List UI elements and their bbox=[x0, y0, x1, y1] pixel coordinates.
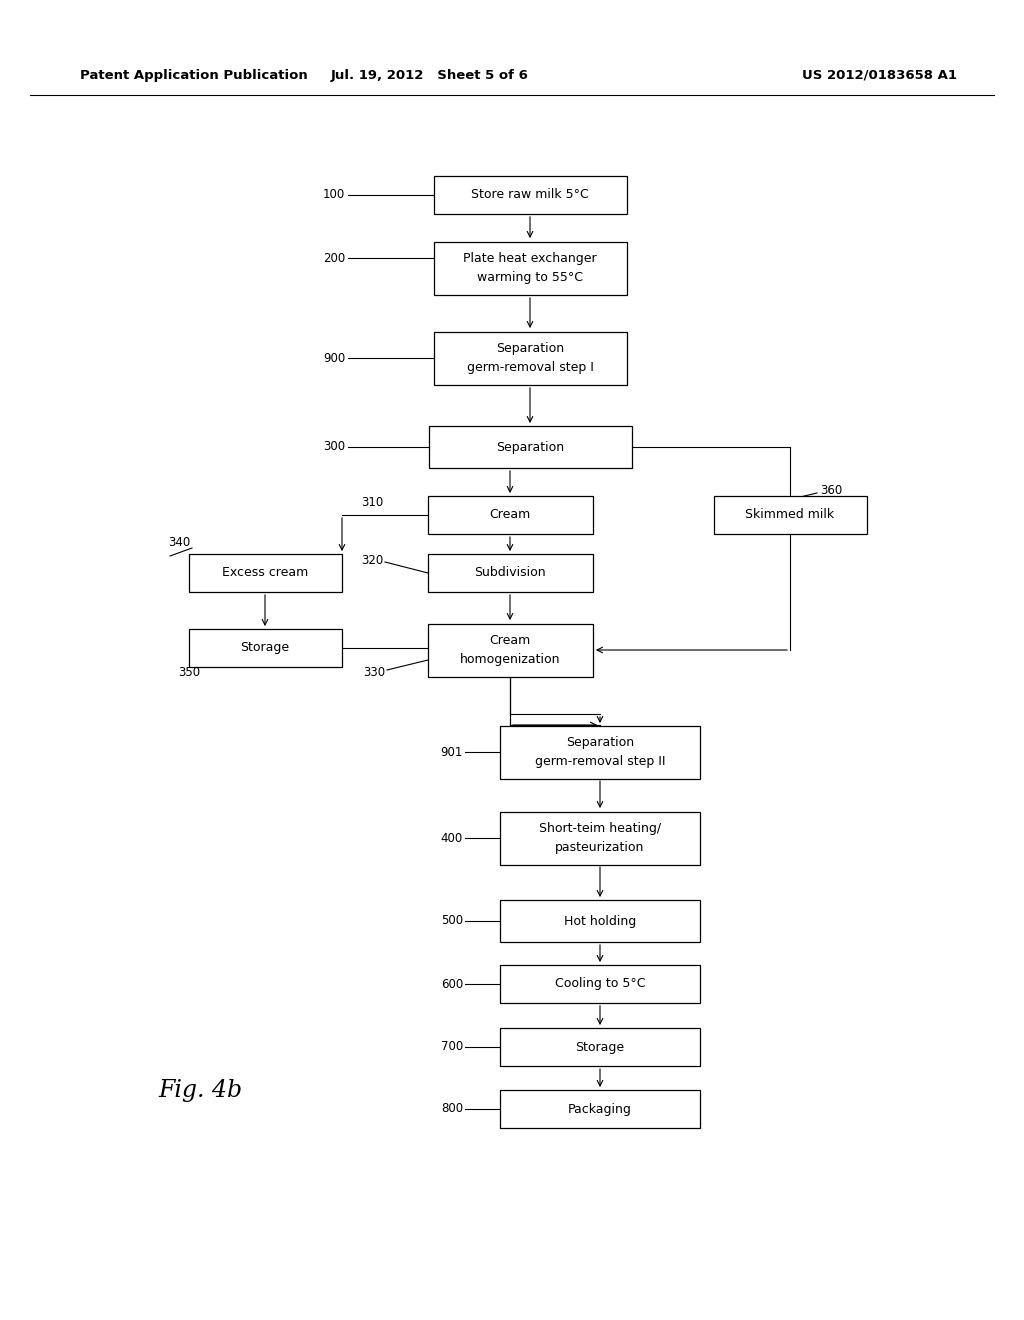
Bar bbox=[500, 1028, 700, 1067]
Text: Storage: Storage bbox=[575, 1040, 625, 1053]
Text: 901: 901 bbox=[440, 746, 463, 759]
Text: 350: 350 bbox=[178, 665, 200, 678]
Text: Subdivision: Subdivision bbox=[474, 566, 546, 579]
Text: 500: 500 bbox=[441, 915, 463, 928]
Text: Short-teim heating/: Short-teim heating/ bbox=[539, 822, 662, 836]
Bar bbox=[500, 726, 700, 779]
Text: Skimmed milk: Skimmed milk bbox=[745, 508, 835, 521]
Text: homogenization: homogenization bbox=[460, 653, 560, 667]
Text: Cream: Cream bbox=[489, 634, 530, 647]
Text: Packaging: Packaging bbox=[568, 1102, 632, 1115]
Text: 330: 330 bbox=[362, 665, 385, 678]
Text: germ-removal step I: germ-removal step I bbox=[467, 362, 594, 374]
Bar bbox=[500, 1090, 700, 1129]
Text: Separation: Separation bbox=[496, 441, 564, 454]
Text: Cooling to 5°C: Cooling to 5°C bbox=[555, 978, 645, 990]
Bar bbox=[500, 965, 700, 1003]
Bar bbox=[428, 426, 632, 469]
Text: 900: 900 bbox=[323, 351, 345, 364]
Text: Separation: Separation bbox=[496, 342, 564, 355]
Text: 700: 700 bbox=[440, 1040, 463, 1053]
Bar bbox=[714, 496, 866, 535]
Text: 320: 320 bbox=[360, 553, 383, 566]
Text: Hot holding: Hot holding bbox=[564, 915, 636, 928]
Text: 200: 200 bbox=[323, 252, 345, 264]
Bar bbox=[433, 331, 627, 384]
Text: Cream: Cream bbox=[489, 508, 530, 521]
Text: Patent Application Publication: Patent Application Publication bbox=[80, 69, 308, 82]
Text: 400: 400 bbox=[440, 832, 463, 845]
Bar bbox=[427, 623, 593, 676]
Text: Plate heat exchanger: Plate heat exchanger bbox=[463, 252, 597, 265]
Text: pasteurization: pasteurization bbox=[555, 841, 645, 854]
Bar bbox=[500, 812, 700, 865]
Bar bbox=[433, 176, 627, 214]
Text: 800: 800 bbox=[441, 1102, 463, 1115]
Bar bbox=[500, 900, 700, 942]
Text: germ-removal step II: germ-removal step II bbox=[535, 755, 666, 768]
Bar bbox=[433, 242, 627, 294]
Bar bbox=[427, 554, 593, 591]
Text: Store raw milk 5°C: Store raw milk 5°C bbox=[471, 189, 589, 202]
Text: Excess cream: Excess cream bbox=[222, 566, 308, 579]
Text: 360: 360 bbox=[820, 483, 843, 496]
Text: Separation: Separation bbox=[566, 737, 634, 748]
Bar bbox=[188, 630, 341, 667]
Text: Fig. 4b: Fig. 4b bbox=[158, 1078, 242, 1101]
Bar bbox=[427, 496, 593, 535]
Text: 340: 340 bbox=[168, 536, 190, 549]
Text: 100: 100 bbox=[323, 189, 345, 202]
Text: US 2012/0183658 A1: US 2012/0183658 A1 bbox=[803, 69, 957, 82]
Text: warming to 55°C: warming to 55°C bbox=[477, 271, 583, 284]
Text: Storage: Storage bbox=[241, 642, 290, 655]
Bar bbox=[188, 554, 341, 591]
Text: 300: 300 bbox=[323, 441, 345, 454]
Text: 310: 310 bbox=[360, 495, 383, 508]
Text: 600: 600 bbox=[440, 978, 463, 990]
Text: Jul. 19, 2012   Sheet 5 of 6: Jul. 19, 2012 Sheet 5 of 6 bbox=[331, 69, 529, 82]
